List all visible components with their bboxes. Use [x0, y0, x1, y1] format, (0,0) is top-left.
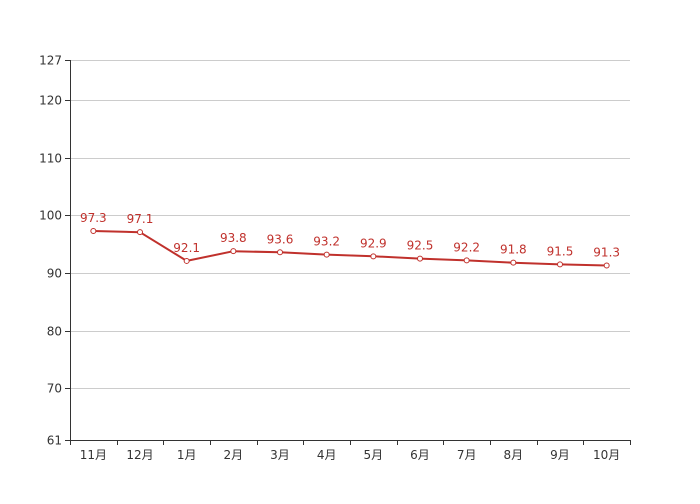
x-tick-label: 5月: [364, 448, 384, 462]
data-point: [417, 255, 423, 262]
data-point: [277, 249, 283, 256]
y-tick-label: 70: [47, 382, 62, 396]
series-layer: [90, 228, 610, 269]
series-line: [93, 230, 607, 267]
x-tick-label: 10月: [593, 448, 620, 462]
data-point: [463, 257, 470, 264]
y-tick-label: 120: [39, 94, 62, 108]
data-label: 91.5: [547, 244, 574, 258]
y-tick-label: 127: [39, 54, 62, 68]
data-label: 92.9: [360, 236, 387, 250]
data-point: [230, 248, 237, 255]
data-label: 92.5: [407, 239, 434, 253]
data-point: [323, 251, 330, 258]
x-tick-label: 7月: [457, 448, 477, 462]
y-tick-label: 61: [47, 434, 62, 448]
data-point: [183, 257, 190, 264]
data-point: [90, 228, 97, 234]
data-point: [137, 229, 143, 236]
data-label: 93.6: [267, 232, 294, 246]
data-label: 91.3: [593, 246, 620, 260]
x-tick-label: 9月: [550, 448, 570, 462]
data-labels: 97.3 97.1 92.1 93.8 93.6 93.2 92.9 92.5 92.2 91.8…: [80, 211, 620, 260]
y-tick-label: 80: [47, 325, 62, 339]
data-point: [603, 262, 610, 269]
data-label: 92.2: [453, 240, 480, 254]
data-label: 97.1: [127, 212, 154, 226]
gridlines: [70, 60, 630, 389]
x-tick-label: 1月: [177, 448, 197, 462]
data-label: 97.3: [80, 211, 107, 225]
axes: 61 70 80 90 100 110 120 127 11月 12月 1月 2月 3月 4月 5月 6月 7月…: [39, 54, 631, 462]
data-label: 93.8: [220, 231, 247, 245]
data-label: 91.8: [500, 243, 527, 257]
data-point: [510, 259, 517, 266]
data-label: 93.2: [313, 235, 340, 249]
x-tick-label: 4月: [317, 448, 337, 462]
x-tick-label: 11月: [80, 448, 107, 462]
x-tick-label: 6月: [410, 448, 430, 462]
y-tick-label: 90: [47, 267, 62, 281]
data-point: [370, 253, 377, 260]
x-tick-label: 2月: [224, 448, 244, 462]
x-tick-label: 8月: [504, 448, 524, 462]
y-tick-label: 110: [39, 152, 62, 166]
y-tick-label: 100: [39, 209, 62, 223]
data-label: 92.1: [173, 241, 200, 255]
x-tick-label: 12月: [126, 448, 153, 462]
x-tick-label: 3月: [270, 448, 290, 462]
data-point: [557, 261, 563, 268]
